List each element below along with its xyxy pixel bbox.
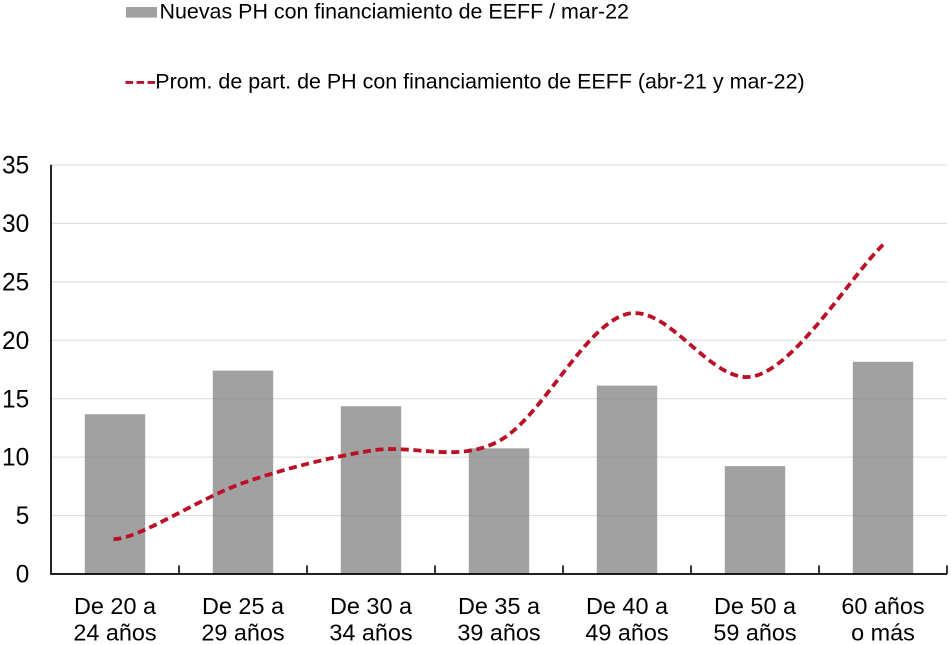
svg-text:35: 35 (2, 152, 29, 180)
svg-text:5: 5 (16, 502, 30, 530)
svg-text:De 40 a: De 40 a (586, 593, 669, 619)
svg-text:34 años: 34 años (329, 619, 412, 645)
svg-text:59 años: 59 años (713, 619, 796, 645)
svg-text:10: 10 (2, 444, 29, 472)
svg-text:15: 15 (2, 385, 29, 413)
svg-text:24 años: 24 años (73, 619, 156, 645)
svg-text:Prom. de part. de PH con finan: Prom. de part. de PH con financiamiento … (155, 69, 804, 93)
svg-text:0: 0 (16, 561, 30, 589)
svg-text:De 30 a: De 30 a (330, 593, 413, 619)
svg-text:29 años: 29 años (201, 619, 284, 645)
svg-text:De 20 a: De 20 a (74, 593, 157, 619)
svg-text:25: 25 (2, 269, 29, 297)
svg-text:30: 30 (2, 210, 29, 238)
svg-text:De 35 a: De 35 a (458, 593, 541, 619)
svg-text:De 50 a: De 50 a (714, 593, 797, 619)
svg-text:De 25 a: De 25 a (202, 593, 285, 619)
svg-text:o más: o más (851, 619, 915, 645)
svg-text:Nuevas PH con financiamiento d: Nuevas PH con financiamiento de EEFF / m… (160, 0, 629, 24)
svg-text:49 años: 49 años (585, 619, 668, 645)
svg-text:39 años: 39 años (457, 619, 540, 645)
svg-text:60 años: 60 años (841, 593, 924, 619)
svg-text:20: 20 (2, 327, 29, 355)
